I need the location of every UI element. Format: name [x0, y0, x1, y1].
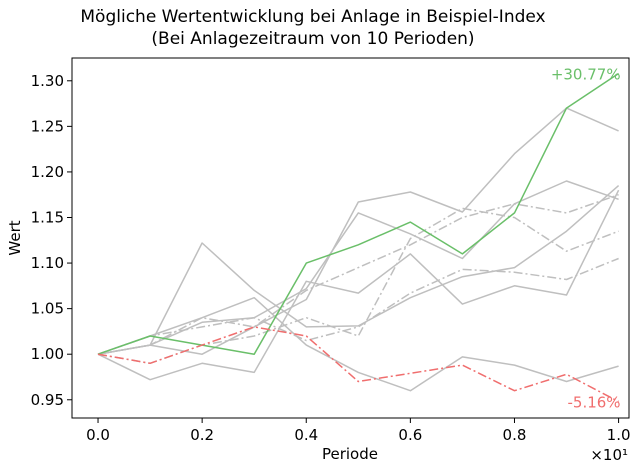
series-line	[97, 189, 620, 381]
series-lines	[97, 72, 620, 403]
series-line	[97, 185, 620, 355]
x-axis: 0.0 0.2 0.4 0.6 0.8 1.0	[86, 418, 631, 444]
y-tick-label: 1.25	[31, 117, 64, 135]
x-tick-label: 0.0	[86, 426, 110, 444]
series-line	[97, 107, 619, 355]
y-axis-label: Wert	[6, 220, 24, 255]
x-axis-offset-label: ×10¹	[590, 446, 628, 464]
x-tick-label: 0.6	[398, 426, 422, 444]
y-tick-label: 1.10	[31, 254, 64, 272]
x-tick-label: 0.2	[190, 426, 214, 444]
x-tick-label: 0.8	[503, 426, 527, 444]
y-tick-label: 1.30	[31, 72, 64, 90]
chart-title: Mögliche Wertentwicklung bei Anlage in B…	[80, 7, 545, 27]
series-line	[97, 257, 619, 355]
x-tick-label: 0.4	[294, 426, 318, 444]
y-tick-label: 1.15	[31, 208, 64, 226]
annotation-best: +30.77%	[551, 65, 621, 83]
y-tick-label: 1.20	[31, 163, 64, 181]
y-tick-label: 1.00	[31, 345, 64, 363]
chart-subtitle: (Bei Anlagezeitraum von 10 Perioden)	[151, 29, 474, 49]
y-axis: 0.95 1.00 1.05 1.10 1.15 1.20 1.25 1.30	[31, 72, 72, 409]
x-axis-label: Periode	[322, 445, 378, 463]
series-line-best	[97, 72, 620, 355]
annotation-worst: -5.16%	[568, 394, 621, 412]
annotations: +30.77% -5.16%	[551, 65, 621, 411]
series-line	[97, 193, 619, 355]
x-tick-label: 1.0	[607, 426, 631, 444]
series-line	[97, 296, 619, 392]
series-line-worst	[97, 326, 619, 403]
y-tick-label: 1.05	[31, 300, 64, 318]
y-tick-label: 0.95	[31, 391, 64, 409]
plot-frame	[71, 57, 630, 419]
